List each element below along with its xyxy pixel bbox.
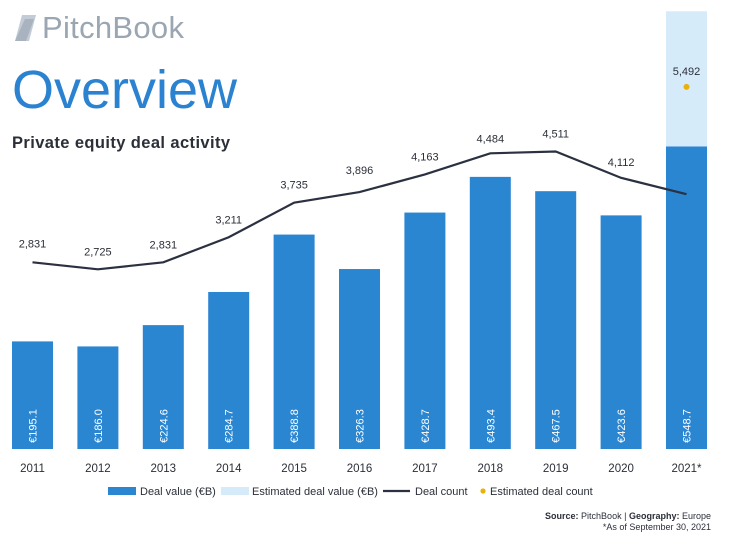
geography-value: Europe — [681, 511, 711, 521]
deal-value-bar — [404, 212, 446, 449]
deal-value-bar — [12, 341, 53, 449]
bar-value-label: €186.0 — [93, 409, 105, 443]
estimated-deal-count-point — [683, 83, 690, 90]
deal-count-label: 2,831 — [19, 238, 47, 250]
bar-value-label: €284.7 — [224, 409, 236, 443]
x-tick-label: 2017 — [412, 463, 438, 475]
deal-value-bar — [273, 234, 315, 449]
bar-value-label: €428.7 — [420, 409, 432, 443]
deal-count-label: 3,896 — [346, 165, 374, 177]
x-tick-label: 2011 — [20, 463, 45, 475]
page-title: Overview — [12, 60, 238, 120]
deal-value-bar — [535, 191, 577, 449]
source-label: Source: — [545, 511, 579, 521]
estimated-deal-value-bar — [666, 11, 707, 147]
deal-count-label: 4,484 — [477, 133, 505, 145]
legend-swatch-estimated-count — [480, 488, 486, 494]
x-tick-label: 2015 — [281, 463, 307, 475]
bar-value-label: €326.3 — [355, 409, 367, 443]
chart-title: Private equity deal activity — [12, 134, 231, 152]
deal-value-bar — [666, 146, 707, 449]
legend-swatch-deal-value — [108, 487, 136, 495]
deal-count-label: 3,735 — [280, 180, 308, 192]
bar-value-label: €423.6 — [616, 409, 628, 443]
bar-value-label: €467.5 — [551, 409, 563, 443]
deal-count-label: 2,725 — [84, 246, 112, 258]
deal-value-bar — [339, 269, 380, 449]
legend-label-estimated-value: Estimated deal value (€B) — [252, 486, 378, 498]
estimated-deal-count-label: 5,492 — [673, 66, 701, 78]
geography-label: Geography: — [628, 511, 680, 521]
x-tick-label: 2020 — [608, 463, 634, 475]
x-tick-label: 2014 — [216, 463, 242, 475]
bar-value-label: €195.1 — [28, 409, 40, 443]
legend-label-estimated-count: Estimated deal count — [490, 486, 593, 498]
deal-count-line — [32, 150, 687, 271]
source-note: Source: PitchBook | Geography: Europe *A… — [545, 511, 711, 533]
as-of-note: *As of September 30, 2021 — [602, 522, 711, 532]
deal-value-bar — [142, 325, 184, 449]
deal-count-label: 2,831 — [150, 239, 178, 251]
deal-count-label: 3,211 — [215, 214, 242, 226]
x-tick-label: 2018 — [478, 463, 504, 475]
logo-text: PitchBook — [42, 10, 185, 45]
bar-value-label: €548.7 — [682, 409, 694, 443]
deal-value-bar — [77, 346, 119, 449]
pitchbook-logo: PitchBook — [12, 10, 184, 46]
deal-count-label: 4,112 — [608, 157, 635, 169]
deal-value-bar — [600, 215, 642, 449]
pitchbook-logo-icon — [15, 15, 36, 41]
x-tick-label: 2019 — [543, 463, 569, 475]
x-tick-label: 2013 — [151, 463, 177, 475]
deal-value-bar — [469, 176, 511, 449]
legend-swatch-estimated-value — [221, 487, 249, 495]
bar-value-label: €388.8 — [289, 409, 301, 443]
x-tick-label: 2021* — [671, 463, 702, 475]
x-tick-label: 2016 — [347, 463, 373, 475]
x-tick-label: 2012 — [85, 463, 111, 475]
legend-label-deal-count: Deal count — [415, 486, 468, 498]
deal-value-bar — [208, 291, 250, 449]
source-value: PitchBook | — [581, 511, 627, 521]
deal-count-label: 4,511 — [542, 129, 569, 141]
deal-count-label: 4,163 — [411, 151, 439, 163]
bar-value-label: €224.6 — [158, 409, 170, 443]
legend-label-deal-value: Deal value (€B) — [140, 486, 216, 498]
bar-value-label: €493.4 — [485, 409, 497, 443]
